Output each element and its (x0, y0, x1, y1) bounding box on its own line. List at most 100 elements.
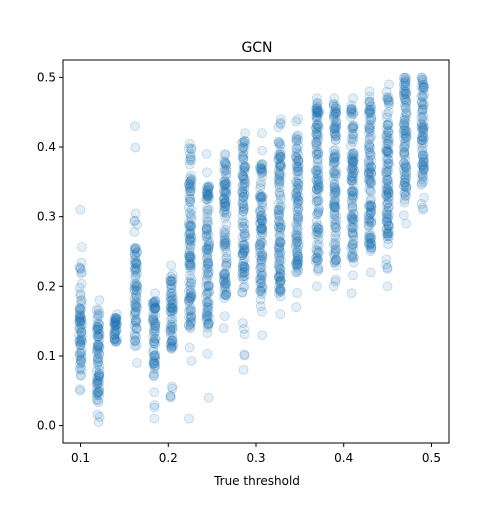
scatter-point (150, 320, 161, 331)
scatter-point (75, 317, 85, 328)
scatter-point (313, 264, 324, 275)
scatter-point (238, 165, 249, 176)
scatter-point (93, 324, 104, 335)
scatter-point (221, 253, 232, 264)
scatter-point (239, 218, 250, 229)
scatter-point (202, 322, 213, 333)
scatter-point (347, 190, 358, 201)
scatter-point (330, 202, 341, 213)
scatter-point (218, 197, 229, 208)
scatter-point (185, 220, 196, 231)
scatter-point (273, 179, 284, 190)
scatter-point (132, 268, 143, 279)
scatter-point (220, 290, 231, 301)
scatter-point (274, 237, 285, 248)
scatter-point (310, 256, 321, 267)
scatter-point (291, 233, 302, 244)
scatter-point (363, 210, 374, 221)
scatter-point (166, 283, 177, 293)
scatter-point (274, 178, 285, 188)
scatter-point (312, 165, 323, 176)
x-tick-label: 0.2 (159, 451, 178, 465)
scatter-point (329, 179, 340, 190)
scatter-point (237, 210, 248, 221)
scatter-point (131, 285, 142, 296)
scatter-point (292, 143, 302, 154)
scatter-point (221, 290, 232, 301)
scatter-point (184, 256, 195, 267)
scatter-point (109, 326, 120, 337)
scatter-point (330, 244, 341, 254)
scatter-point (331, 131, 341, 142)
scatter-point (75, 336, 86, 347)
scatter-point (275, 249, 285, 260)
scatter-point (76, 295, 87, 306)
scatter-point (292, 187, 303, 197)
scatter-point (202, 229, 212, 240)
scatter-point (329, 250, 340, 261)
scatter-point (219, 194, 230, 204)
scatter-point (148, 358, 159, 369)
scatter-point (183, 286, 194, 297)
scatter-point (275, 284, 286, 295)
scatter-point (203, 304, 214, 315)
scatter-point (131, 281, 142, 292)
scatter-point (239, 174, 249, 185)
scatter-point (416, 72, 427, 83)
scatter-point (329, 256, 340, 267)
scatter-point (329, 200, 339, 211)
scatter-point (293, 130, 304, 141)
scatter-point (366, 238, 377, 249)
scatter-point (365, 149, 376, 160)
scatter-point (239, 323, 249, 334)
scatter-point (75, 288, 86, 299)
scatter-point (149, 297, 160, 308)
scatter-point (220, 179, 230, 190)
scatter-point (256, 274, 267, 285)
scatter-point (202, 296, 212, 307)
scatter-point (273, 222, 284, 233)
scatter-point (329, 148, 340, 159)
scatter-point (148, 346, 159, 357)
scatter-point (399, 72, 410, 83)
scatter-point (237, 181, 248, 192)
scatter-point (275, 152, 286, 163)
scatter-point (149, 300, 160, 311)
scatter-point (238, 173, 249, 184)
scatter-point (111, 336, 122, 347)
scatter-point (184, 413, 194, 424)
scatter-point (365, 246, 376, 257)
scatter-point (237, 248, 248, 259)
scatter-point (329, 201, 340, 212)
scatter-point (166, 335, 177, 346)
scatter-point (311, 107, 322, 118)
scatter-point (312, 110, 323, 121)
scatter-point (275, 269, 286, 280)
scatter-point (399, 149, 409, 159)
scatter-point (256, 262, 267, 273)
scatter-point (346, 163, 356, 174)
scatter-point (239, 281, 250, 292)
scatter-point (347, 161, 358, 172)
scatter-point (150, 310, 161, 321)
scatter-point (130, 301, 141, 312)
scatter-point (274, 137, 284, 147)
scatter-point (256, 177, 267, 187)
scatter-point (201, 275, 212, 286)
scatter-point (168, 302, 179, 313)
scatter-point (203, 261, 214, 272)
scatter-point (290, 188, 301, 199)
scatter-point (291, 237, 302, 248)
scatter-point (349, 252, 359, 263)
scatter-point (203, 320, 214, 330)
scatter-point (330, 134, 341, 145)
scatter-point (348, 158, 358, 168)
scatter-point (109, 318, 120, 329)
scatter-point (328, 198, 339, 209)
scatter-point (219, 278, 230, 289)
scatter-point (346, 104, 357, 115)
scatter-point (74, 330, 84, 341)
scatter-point (275, 231, 285, 242)
scatter-point (203, 392, 214, 403)
scatter-point (130, 316, 141, 327)
